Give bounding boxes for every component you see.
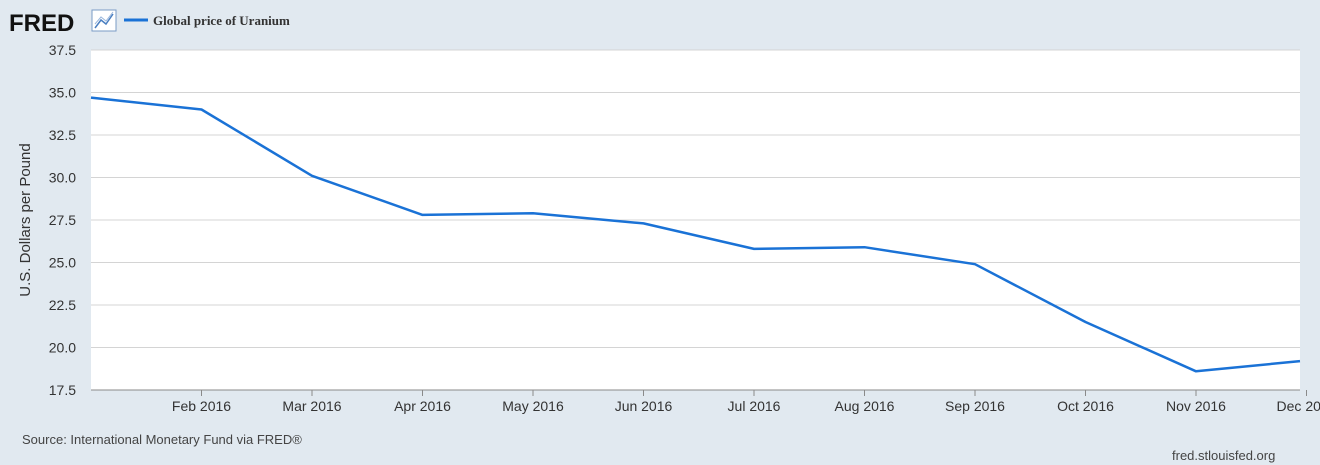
y-tick-label: 32.5 (49, 127, 76, 143)
x-tick-label: Jun 2016 (615, 398, 673, 414)
y-tick-label: 22.5 (49, 297, 76, 313)
y-axis-label: U.S. Dollars per Pound (17, 143, 34, 296)
x-tick-label: Aug 2016 (835, 398, 895, 414)
series (90, 96, 1301, 373)
y-tick-label: 30.0 (49, 170, 76, 186)
y-tick-labels: 17.5 20.0 22.5 25.0 27.5 30.0 32.5 35.0 37.5 (49, 42, 76, 398)
x-tick-label: Jul 2016 (728, 398, 781, 414)
gridlines (91, 49, 1300, 391)
x-tick-label: Oct 2016 (1057, 398, 1114, 414)
source-text: Source: International Monetary Fund via … (22, 432, 302, 447)
x-tick-label: Nov 2016 (1166, 398, 1226, 414)
y-tick-label: 20.0 (49, 340, 76, 356)
fred-logo[interactable]: FRED (9, 9, 117, 37)
legend[interactable]: Global price of Uranium (124, 13, 290, 28)
legend-label: Global price of Uranium (153, 13, 290, 28)
logo-text: FRED (9, 10, 74, 37)
x-tick-label: Sep 2016 (945, 398, 1005, 414)
y-tick-label: 27.5 (49, 212, 76, 228)
y-tick-label: 25.0 (49, 255, 76, 271)
y-tick-label: 35.0 (49, 85, 76, 101)
site-link[interactable]: fred.stlouisfed.org (1172, 448, 1276, 463)
x-tick-label: May 2016 (502, 398, 564, 414)
x-tick-label: Mar 2016 (282, 398, 341, 414)
x-tick-label: Apr 2016 (394, 398, 451, 414)
x-axis: Feb 2016 Mar 2016 Apr 2016 May 2016 Jun 2016… (172, 390, 1320, 414)
x-tick-label: Dec 2016 (1277, 398, 1320, 414)
chart-line-icon (91, 9, 117, 32)
y-tick-label: 37.5 (49, 42, 76, 58)
y-tick-label: 17.5 (49, 382, 76, 398)
series-line[interactable] (90, 96, 1301, 373)
x-tick-label: Feb 2016 (172, 398, 231, 414)
